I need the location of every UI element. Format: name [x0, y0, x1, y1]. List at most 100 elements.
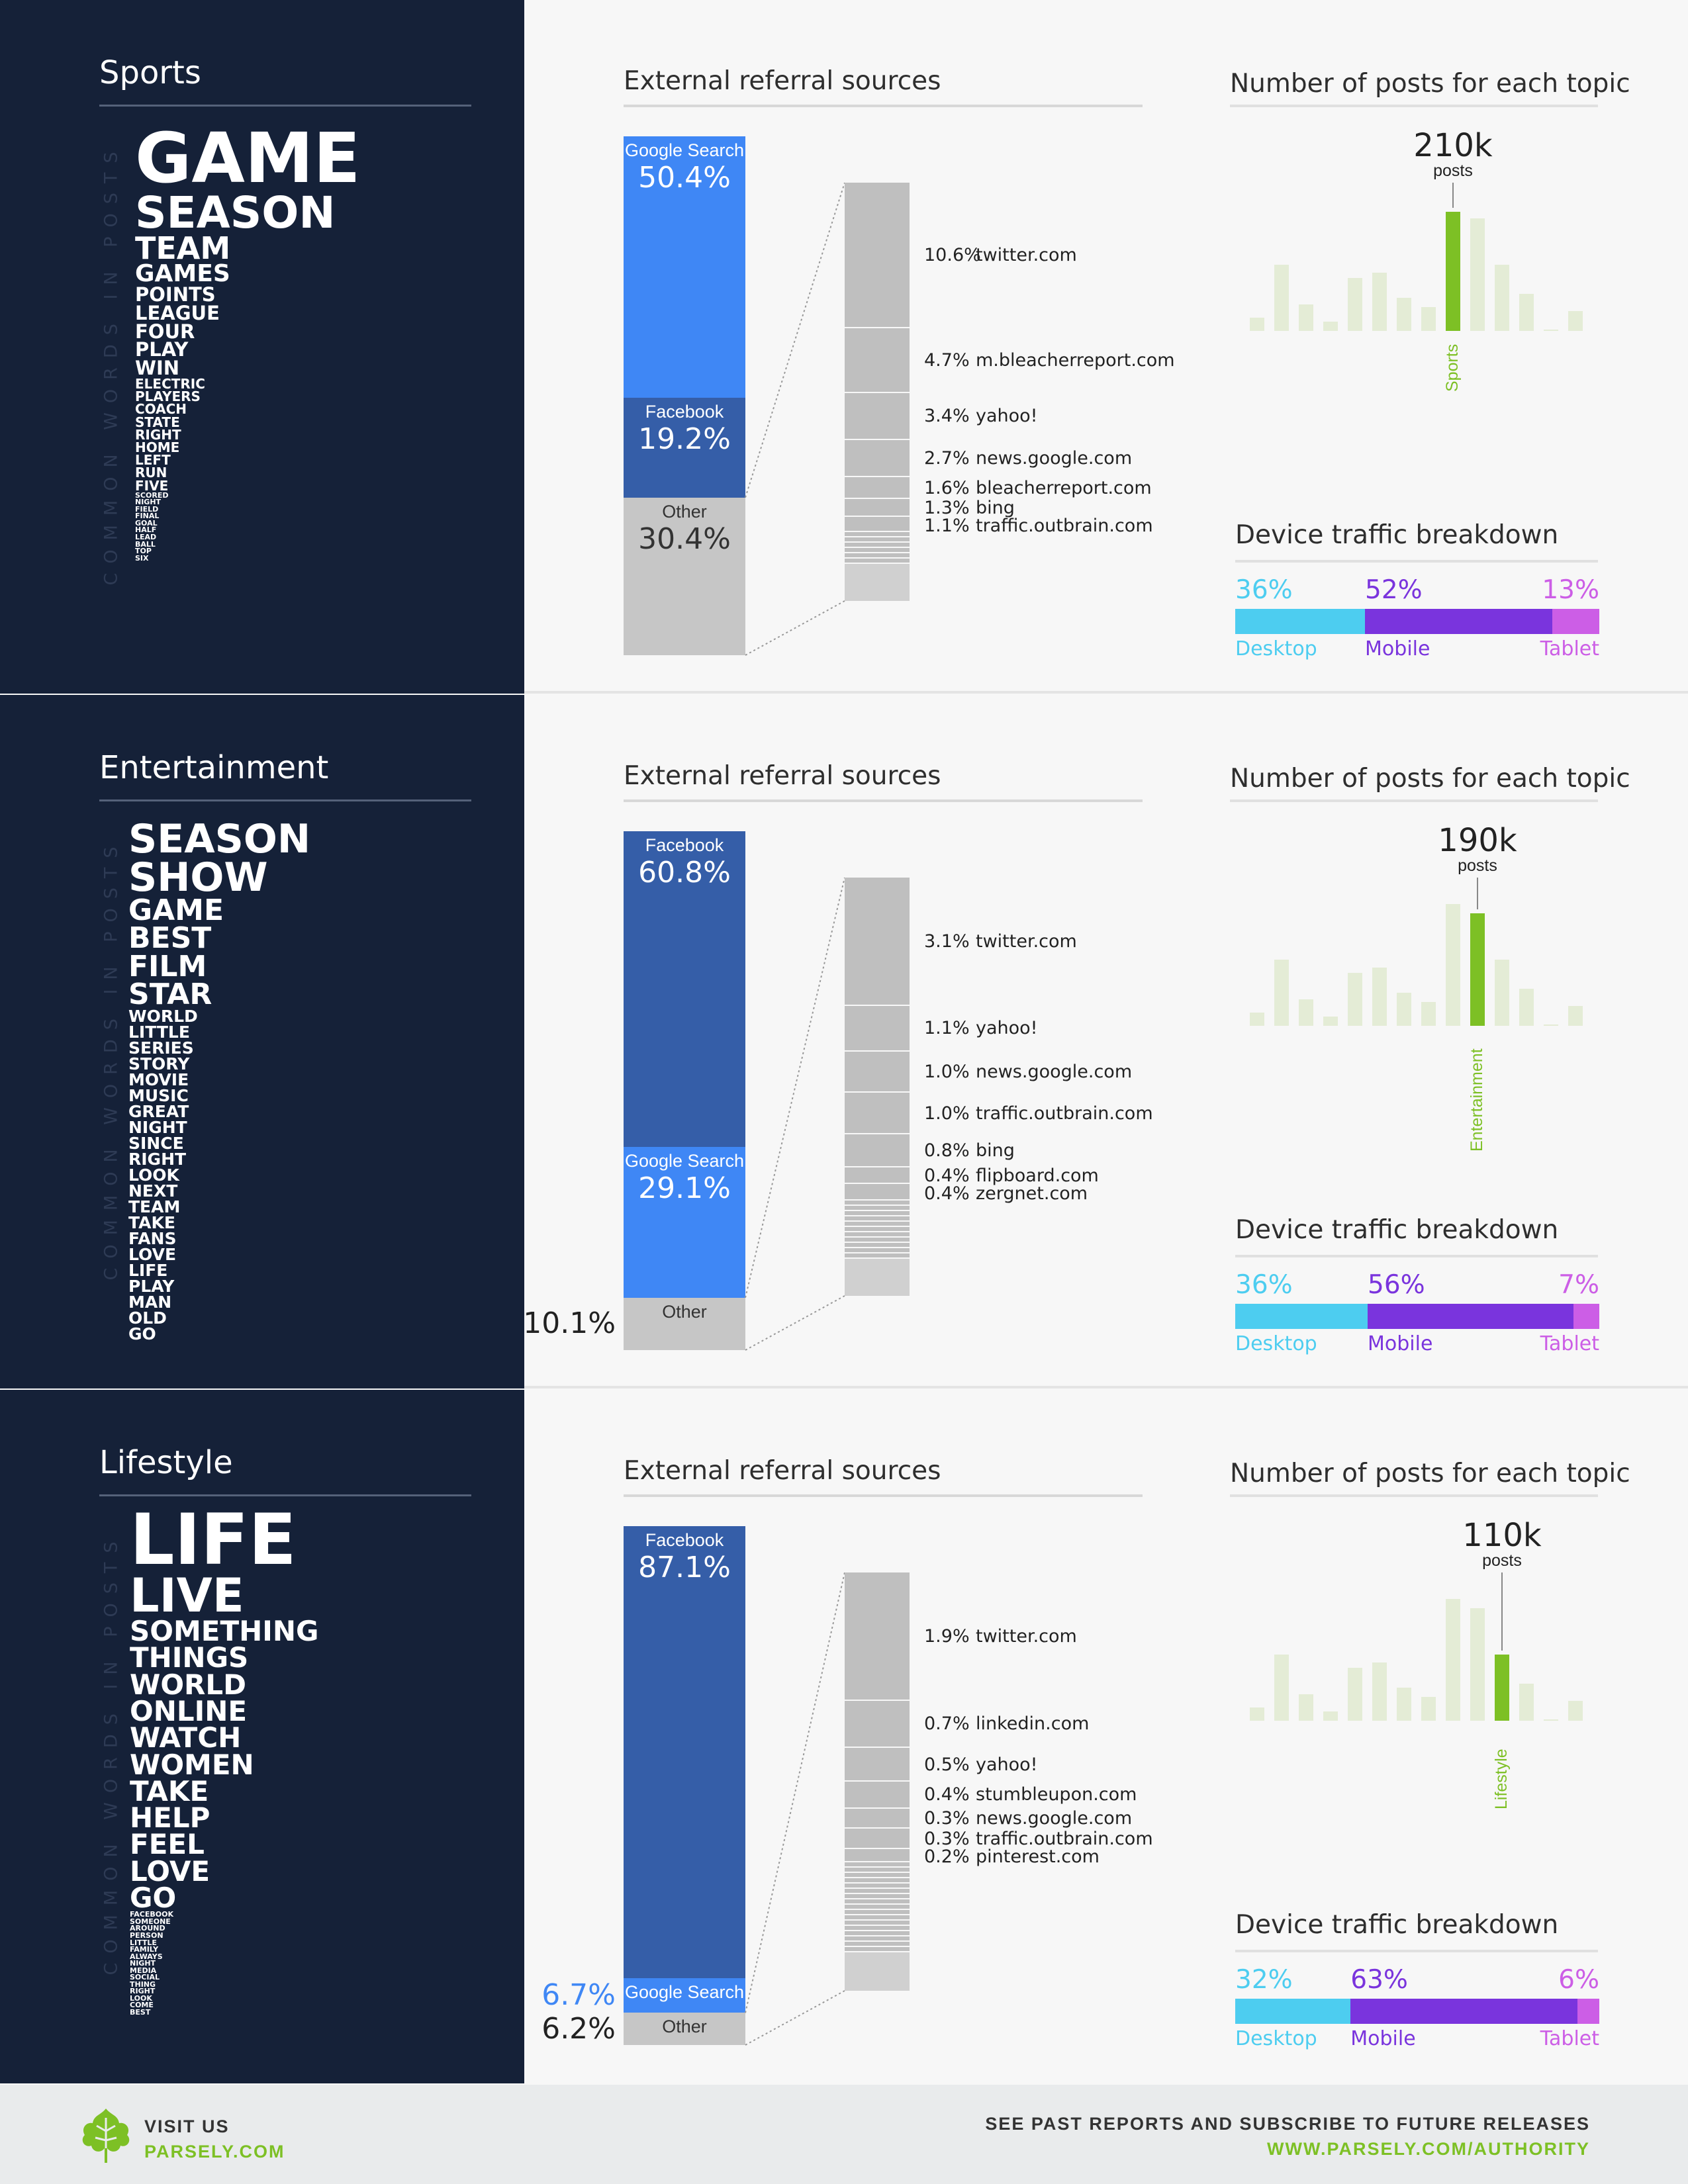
authority-link[interactable]: WWW.PARSELY.COM/AUTHORITY	[1267, 2139, 1590, 2159]
other-breakdown-segment	[845, 1238, 910, 1244]
other-breakdown-label: 0.4% zergnet.com	[924, 1185, 1088, 1203]
device-title: Device traffic breakdown	[1235, 1215, 1559, 1245]
common-word: SOMEONE	[130, 1917, 171, 1926]
common-word: FILM	[128, 949, 207, 983]
common-words-list: SEASON SHOW GAME BEST FILM STAR WORLD LITTLE SER…	[128, 816, 311, 1342]
topic-section-lifestyle: Lifestyle COMMON WORDS IN POSTS LIFE LIVE SO…	[0, 1390, 1688, 2083]
topic-post-bar	[1544, 330, 1558, 331]
words-vertical-caption: COMMON WORDS IN POSTS	[99, 827, 123, 1291]
posts-leader-line	[1452, 183, 1454, 208]
topic-post-bar	[1470, 913, 1485, 1026]
parsely-link[interactable]: PARSELY.COM	[144, 2142, 285, 2161]
referral-stacked-bar: Facebook 87.1% Google Search Other	[624, 1526, 745, 2045]
breakdown-site: twitter.com	[976, 245, 1077, 266]
other-breakdown-bar	[845, 878, 910, 1296]
other-breakdown-segment	[845, 1921, 910, 1927]
common-word: MOVIE	[128, 1070, 189, 1090]
other-breakdown-segment	[845, 1748, 910, 1782]
common-word: LOOK	[130, 1993, 152, 2003]
breakdown-percent: 0.7%	[924, 1713, 970, 1735]
other-breakdown-segment	[845, 517, 910, 533]
other-breakdown-label: 0.8% bing	[924, 1142, 1015, 1160]
common-word: SEASON	[128, 816, 311, 862]
common-word: OLD	[128, 1308, 167, 1328]
breakdown-site: bleacherreport.com	[976, 477, 1152, 498]
common-word: TOP	[135, 547, 152, 556]
device-label: Desktop	[1235, 2027, 1317, 2050]
common-word: POINTS	[135, 283, 216, 306]
common-word: TEAM	[135, 230, 231, 267]
topic-post-bar	[1323, 1711, 1338, 1721]
other-breakdown-segment	[845, 543, 910, 549]
topic-title: Sports	[99, 54, 201, 91]
breakdown-site: bing	[976, 497, 1015, 518]
device-percent: 13%	[1542, 575, 1599, 605]
common-word: SOMETHING	[130, 1614, 319, 1647]
posts-title: Number of posts for each topic	[1230, 764, 1630, 794]
topic-post-bar	[1274, 960, 1289, 1026]
breakdown-site: stumbleupon.com	[976, 1784, 1137, 1805]
device-percent: 56%	[1368, 1270, 1425, 1300]
common-word: NIGHT	[128, 1118, 187, 1138]
device-stacked-bar	[1235, 1304, 1599, 1329]
device-label: Tablet	[1540, 1332, 1599, 1355]
topic-post-bar	[1568, 311, 1583, 331]
other-breakdown-label: 1.1% traffic.outbrain.com	[924, 517, 1153, 535]
topic-post-bar	[1323, 1017, 1338, 1026]
breakdown-site: yahoo!	[976, 1018, 1038, 1039]
device-segment-tablet	[1577, 1999, 1599, 2024]
device-segment-desktop	[1235, 609, 1366, 634]
other-breakdown-label: 3.4% yahoo!	[924, 407, 1038, 425]
device-label: Tablet	[1540, 637, 1599, 660]
breakdown-percent: 0.4%	[924, 1784, 970, 1805]
other-breakdown-label: 1.6% bleacherreport.com	[924, 479, 1152, 497]
posts-count: 110k	[1462, 1517, 1542, 1554]
other-breakdown-label: 3.1% twitter.com	[924, 933, 1077, 950]
referral-segment-label: Other	[662, 501, 707, 522]
posts-title-divider	[1230, 799, 1598, 802]
past-reports-label: SEE PAST REPORTS AND SUBSCRIBE TO FUTURE…	[985, 2114, 1590, 2134]
topic-post-bar	[1446, 1599, 1460, 1721]
common-word: NIGHT	[130, 1959, 156, 1968]
other-breakdown-segment	[845, 1093, 910, 1134]
device-title-divider	[1235, 560, 1598, 563]
referral-segment-label: Google Search	[624, 1981, 745, 2002]
breakdown-percent: 3.4%	[924, 406, 970, 427]
topic-post-bar	[1568, 1701, 1583, 1721]
other-breakdown-segment	[845, 1873, 910, 1879]
common-word: SERIES	[128, 1038, 194, 1058]
other-breakdown-segment	[845, 1894, 910, 1900]
breakdown-site: flipboard.com	[976, 1165, 1099, 1186]
common-word: STATE	[135, 414, 180, 430]
posts-leader-line	[1477, 878, 1478, 909]
common-word: LEFT	[135, 452, 171, 469]
breakdown-percent: 0.3%	[924, 1828, 970, 1849]
common-word: SEASON	[135, 187, 336, 238]
other-breakdown-label: 0.4% stumbleupon.com	[924, 1786, 1137, 1803]
referral-segment-percent: 50.4%	[638, 161, 731, 195]
common-word: AROUND	[130, 1924, 165, 1933]
breakdown-percent: 1.9%	[924, 1625, 970, 1647]
other-breakdown-label: 1.3% bing	[924, 499, 1015, 517]
common-word: NIGHT	[135, 498, 162, 507]
breakdown-percent: 1.0%	[924, 1062, 970, 1083]
words-caption-text: COMMON WORDS IN POSTS	[101, 142, 122, 586]
referral-segment-label: Facebook	[645, 402, 724, 422]
topic-post-bar	[1299, 1694, 1313, 1721]
breakdown-percent: 0.2%	[924, 1846, 970, 1867]
other-breakdown-segment	[845, 1926, 910, 1932]
other-breakdown-segment	[845, 1899, 910, 1905]
other-breakdown-label: 0.4% flipboard.com	[924, 1167, 1099, 1185]
common-word: SOCIAL	[130, 1973, 160, 1982]
posts-title-divider	[1230, 1494, 1598, 1497]
device-label: Desktop	[1235, 1332, 1317, 1355]
device-percent: 6%	[1558, 1965, 1599, 1995]
device-title: Device traffic breakdown	[1235, 520, 1559, 550]
breakdown-site: bing	[976, 1140, 1015, 1161]
topic-post-bar	[1299, 304, 1313, 331]
referral-segment-label: Facebook	[645, 835, 724, 855]
breakdown-site: news.google.com	[976, 447, 1133, 469]
breakdown-percent: 3.1%	[924, 931, 970, 952]
other-breakdown-segment	[845, 439, 910, 477]
referral-segment-percent: 6.2%	[541, 2011, 616, 2046]
